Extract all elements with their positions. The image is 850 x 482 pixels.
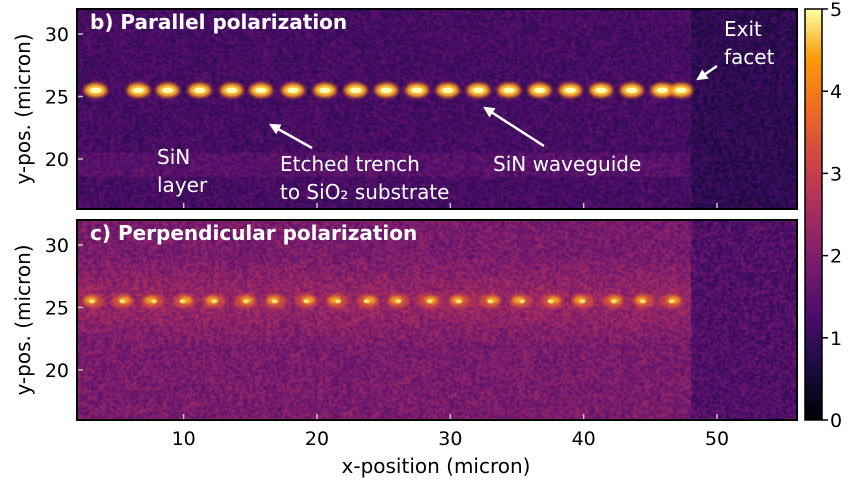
spot-core — [626, 87, 638, 94]
annotation-sin-layer-line1: SiN — [157, 145, 190, 169]
x-tick-label: 40 — [572, 428, 596, 450]
y-tick-label: 30 — [45, 235, 69, 257]
panel-b-y-axis-label: y-pos. (micron) — [11, 33, 35, 184]
spot-core — [579, 299, 586, 304]
colorbar-tick-label: 4 — [830, 81, 842, 103]
x-tick-label: 30 — [438, 428, 462, 450]
spot-core — [363, 299, 370, 304]
colorbar-fill — [805, 9, 822, 420]
panel-c-y-tick-labels: 20 25 30 — [45, 235, 69, 382]
panel-c-perpendicular: c) Perpendicular polarization 20 25 30 10 2… — [11, 219, 798, 478]
colorbar-tick-label: 5 — [830, 0, 842, 21]
spot-core — [243, 299, 249, 304]
spot-core — [534, 87, 546, 94]
panel-b-heatmap-image — [77, 9, 797, 209]
spot-core — [656, 87, 668, 94]
spot-core — [119, 299, 126, 304]
spot-core — [151, 299, 157, 304]
spot-core — [668, 299, 675, 304]
panel-b-y-tick-labels: 20 25 30 — [45, 24, 69, 171]
annotation-sin-layer: SiN layer — [157, 145, 208, 197]
colorbar-tick-label: 0 — [830, 410, 842, 432]
panel-b-waveguide-spots — [83, 82, 693, 98]
y-tick-label: 20 — [45, 149, 69, 171]
sin-waveguide-arrow — [483, 106, 545, 148]
spot-core — [503, 87, 515, 94]
spot-core — [350, 87, 362, 94]
etched-trench-arrow — [269, 123, 313, 150]
spot-core — [639, 299, 646, 304]
colorbar: 0 1 2 3 4 5 — [804, 0, 842, 432]
spot-core — [287, 87, 299, 94]
y-tick-label: 25 — [45, 298, 69, 320]
annotation-etched-trench-line2: to SiO₂ substrate — [280, 180, 449, 204]
panel-c-waveguide-spots — [82, 294, 683, 309]
spot-core — [547, 299, 554, 304]
colorbar-tick-label: 1 — [830, 328, 842, 350]
panel-c-frame — [76, 219, 798, 421]
spot-core — [427, 299, 433, 304]
spot-core — [319, 87, 331, 94]
annotation-exit-facet-line1: Exit — [724, 17, 762, 41]
spot-core — [89, 299, 95, 304]
spot-core — [595, 87, 607, 94]
panel-c-heatmap-image — [77, 220, 797, 420]
spot-core — [162, 87, 174, 94]
spot-core — [226, 87, 238, 94]
spot-core — [335, 299, 341, 304]
x-tick-label: 50 — [705, 428, 729, 450]
x-tick-label: 10 — [172, 428, 196, 450]
spot-core — [611, 299, 617, 304]
spot-core — [132, 87, 144, 94]
x-tick-label: 20 — [305, 428, 329, 450]
annotation-etched-trench-line1: Etched trench — [280, 152, 420, 176]
spot-core — [411, 87, 423, 94]
spot-core — [442, 87, 454, 94]
spot-core — [455, 299, 462, 304]
annotation-exit-facet-line2: facet — [724, 45, 775, 69]
annotation-exit-facet: Exit facet — [724, 17, 775, 69]
colorbar-tick-label: 2 — [830, 246, 842, 268]
annotation-sin-waveguide: SiN waveguide — [493, 152, 641, 176]
spot-core — [255, 87, 267, 94]
spot-core — [90, 87, 102, 94]
spot-core — [564, 87, 576, 94]
spot-core — [487, 299, 494, 304]
panel-b-frame — [76, 8, 798, 210]
panel-c-x-tick-labels: 10 20 30 40 50 — [172, 428, 730, 450]
spot-core — [271, 299, 278, 304]
spot-core — [211, 299, 218, 304]
panel-b-title: b) Parallel polarization — [90, 10, 347, 34]
y-tick-label: 20 — [45, 360, 69, 382]
x-axis-label: x-position (micron) — [342, 454, 531, 478]
spot-core — [303, 299, 310, 304]
spot-core — [519, 299, 525, 304]
colorbar-ticks: 0 1 2 3 4 5 — [822, 0, 842, 432]
spot-core — [675, 87, 687, 94]
y-tick-label: 25 — [45, 87, 69, 109]
panel-c-y-axis-label: y-pos. (micron) — [11, 244, 35, 395]
y-tick-label: 30 — [45, 24, 69, 46]
panel-b-parallel: b) Parallel polarization 20 25 30 y-pos. (… — [11, 8, 798, 210]
panel-c-title: c) Perpendicular polarization — [90, 221, 417, 245]
spot-core — [395, 299, 402, 304]
annotation-etched-trench: Etched trench to SiO₂ substrate — [280, 152, 449, 204]
colorbar-frame — [804, 8, 823, 421]
annotation-sin-layer-line2: layer — [157, 173, 208, 197]
spot-core — [472, 87, 484, 94]
spot-core — [380, 87, 392, 94]
exit-facet-arrow — [696, 64, 718, 81]
spot-core — [179, 299, 186, 304]
spot-core — [194, 87, 206, 94]
colorbar-tick-label: 3 — [830, 163, 842, 185]
annotations: Exit facet SiN layer Etched trench to Si… — [157, 17, 775, 204]
